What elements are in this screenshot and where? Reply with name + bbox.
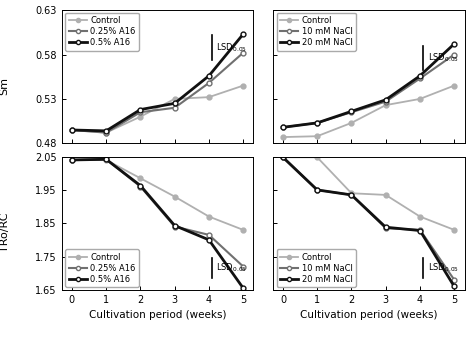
Text: LSD$_{0.05}$: LSD$_{0.05}$ <box>428 52 458 64</box>
Legend: Control, 10 mM NaCl, 20 mM NaCl: Control, 10 mM NaCl, 20 mM NaCl <box>276 249 356 287</box>
Text: LSD$_{0.05}$: LSD$_{0.05}$ <box>428 262 458 274</box>
Text: LSD$_{0.05}$: LSD$_{0.05}$ <box>217 41 247 54</box>
X-axis label: Cultivation period (weeks): Cultivation period (weeks) <box>89 310 226 320</box>
Text: LSD$_{0.05}$: LSD$_{0.05}$ <box>217 262 247 274</box>
Legend: Control, 0.25% A16, 0.5% A16: Control, 0.25% A16, 0.5% A16 <box>65 13 139 51</box>
Text: Sm: Sm <box>0 77 10 95</box>
Text: TRo/RC: TRo/RC <box>0 213 10 252</box>
Legend: Control, 10 mM NaCl, 20 mM NaCl: Control, 10 mM NaCl, 20 mM NaCl <box>276 13 356 51</box>
Legend: Control, 0.25% A16, 0.5% A16: Control, 0.25% A16, 0.5% A16 <box>65 249 139 287</box>
X-axis label: Cultivation period (weeks): Cultivation period (weeks) <box>300 310 438 320</box>
